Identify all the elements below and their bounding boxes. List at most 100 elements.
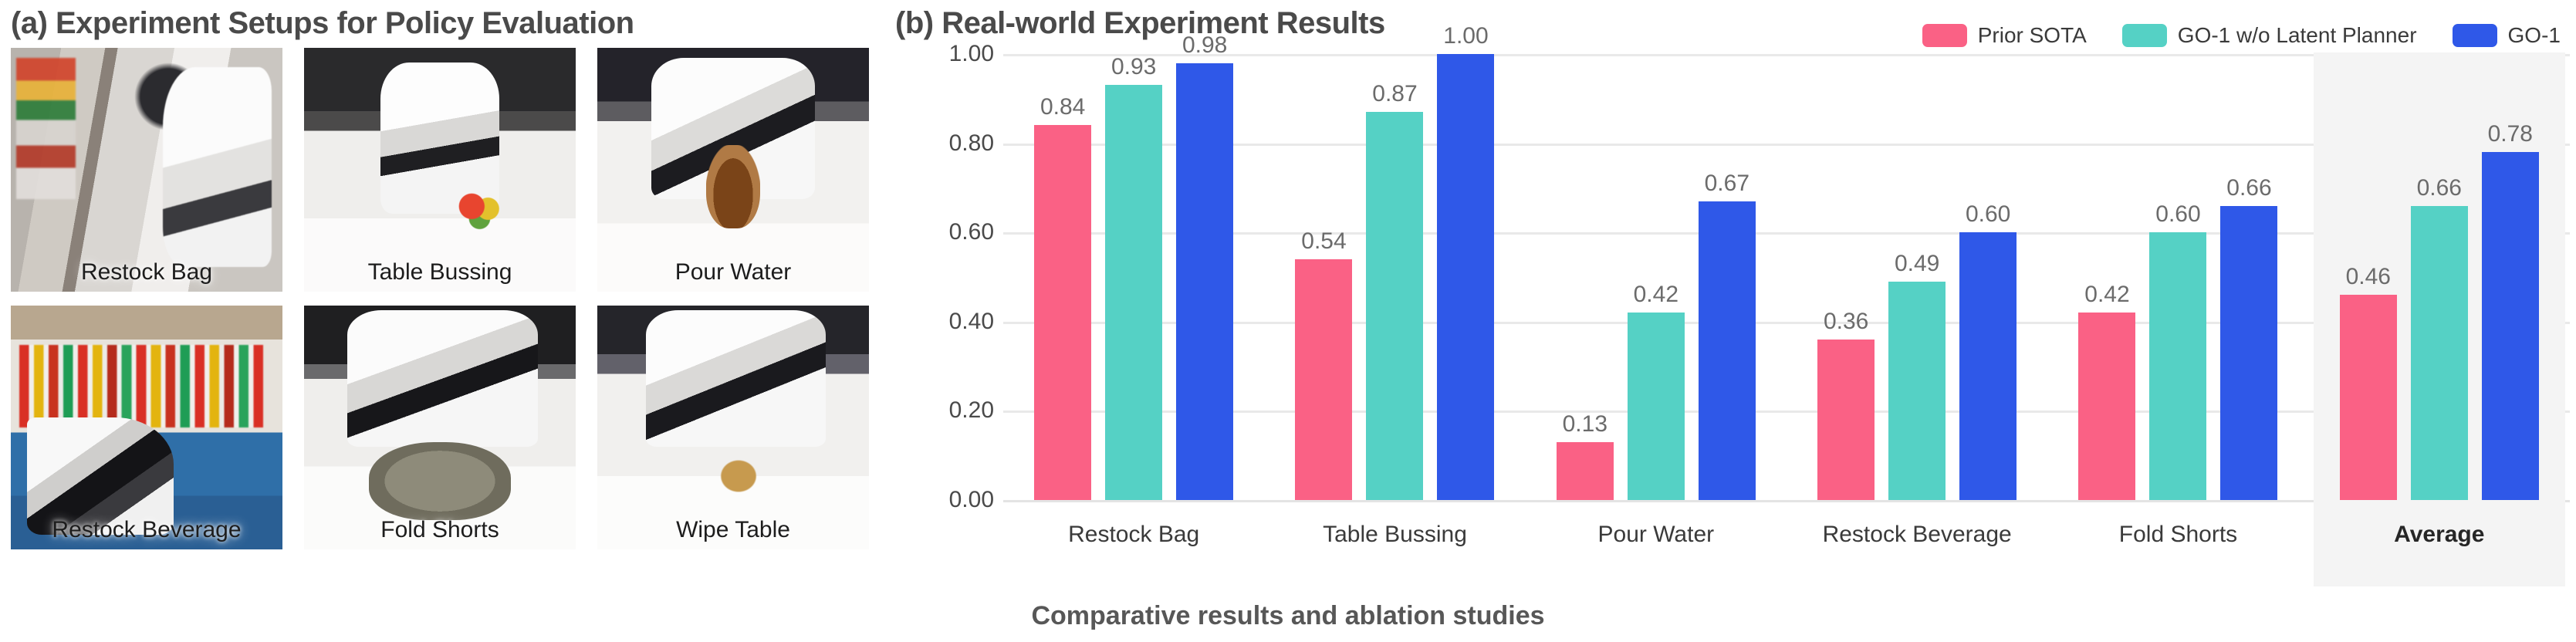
bar-prior-sota[interactable] xyxy=(1556,441,1614,500)
bar-wrap: 0.60 xyxy=(1959,54,2017,500)
bar-go-1-w-o-latent-planner[interactable] xyxy=(1105,85,1163,500)
x-axis-category-label: Average xyxy=(2394,522,2485,547)
bar-prior-sota[interactable] xyxy=(1817,339,1875,500)
panel-a-title: (a) Experiment Setups for Policy Evaluat… xyxy=(11,6,634,40)
y-axis-tick-label: 0.80 xyxy=(948,130,994,156)
photo-card-restock-beverage: Restock Beverage xyxy=(11,306,282,549)
bar-prior-sota[interactable] xyxy=(2078,313,2136,500)
y-axis-tick-label: 0.40 xyxy=(948,308,994,334)
bar-go-1[interactable] xyxy=(2220,205,2278,500)
bar-value-label: 0.66 xyxy=(2226,174,2272,201)
photo-caption: Table Bussing xyxy=(367,259,512,285)
x-axis-category-label: Restock Bag xyxy=(1068,522,1200,547)
legend-item-2[interactable]: GO-1 xyxy=(2452,23,2561,48)
bar-value-label: 0.49 xyxy=(1894,250,1940,276)
bar-value-label: 0.42 xyxy=(1633,282,1679,308)
bar-wrap: 1.00 xyxy=(1437,23,1495,500)
robot-photo-fold-shorts-icon xyxy=(304,306,576,549)
bar-wrap: 0.66 xyxy=(2220,54,2278,500)
photo-caption: Fold Shorts xyxy=(380,517,499,542)
bar-value-label: 0.78 xyxy=(2487,121,2533,147)
bar-wrap: 0.13 xyxy=(1556,54,1614,500)
photo-card-restock-bag: Restock Bag xyxy=(11,48,282,292)
bar-go-1-w-o-latent-planner[interactable] xyxy=(2410,205,2468,500)
bar-go-1-w-o-latent-planner[interactable] xyxy=(1627,313,1685,500)
bar-go-1[interactable] xyxy=(1176,63,1234,500)
bar-wrap: 0.78 xyxy=(2481,54,2539,500)
bar-group-restock-bag: 0.84 0.93 0.98 Restock Bag xyxy=(1003,32,1264,547)
bar-chart: 0.00 0.20 0.40 0.60 0.80 1.00 0.84 0.93 0.98 Res… xyxy=(880,23,2576,586)
bar-value-label: 0.98 xyxy=(1182,32,1228,58)
bar-prior-sota[interactable] xyxy=(1295,258,1353,500)
photo-caption: Pour Water xyxy=(674,259,792,285)
bar-wrap: 0.36 xyxy=(1817,54,1875,500)
bar-prior-sota[interactable] xyxy=(1034,125,1092,500)
robot-photo-restock-bag-icon xyxy=(11,48,282,292)
photo-caption: Restock Bag xyxy=(80,259,213,285)
bar-wrap: 0.98 xyxy=(1176,32,1234,500)
bar-value-label: 0.46 xyxy=(2345,264,2391,290)
legend-item-0[interactable]: Prior SOTA xyxy=(1922,23,2087,48)
robot-photo-table-bussing-icon xyxy=(304,48,576,292)
bar-value-label: 0.42 xyxy=(2084,282,2130,308)
bar-value-label: 0.66 xyxy=(2416,174,2462,201)
bar-value-label: 0.84 xyxy=(1040,94,1086,120)
gridline xyxy=(1003,54,2570,56)
bar-wrap: 0.93 xyxy=(1105,54,1163,500)
x-axis-category-label: Pour Water xyxy=(1597,522,1715,547)
robot-photo-restock-beverage-icon xyxy=(11,306,282,549)
legend-swatch-icon xyxy=(1922,24,1967,47)
photo-caption: Wipe Table xyxy=(676,517,790,542)
figure-caption: Comparative results and ablation studies xyxy=(1031,601,1545,630)
bar-wrap: 0.67 xyxy=(1698,54,1756,500)
bar-value-label: 0.60 xyxy=(1965,201,2011,228)
bar-value-label: 0.93 xyxy=(1111,54,1157,80)
legend-label: GO-1 w/o Latent Planner xyxy=(2177,23,2417,47)
bar-go-1[interactable] xyxy=(1959,232,2017,500)
x-axis-category-label: Table Bussing xyxy=(1323,522,1467,547)
bar-groups: 0.84 0.93 0.98 Restock Bag 0.54 0.87 1.00 Table… xyxy=(1003,23,2570,586)
photo-card-fold-shorts: Fold Shorts xyxy=(304,306,576,549)
chart-legend: Prior SOTA GO-1 w/o Latent Planner GO-1 xyxy=(1922,23,2561,48)
x-axis-category-label: Restock Beverage xyxy=(1822,522,2012,547)
y-axis-tick-label: 0.20 xyxy=(948,397,994,424)
bar-group-average: 0.46 0.66 0.78 Average xyxy=(2309,52,2570,586)
plot-area: 0.00 0.20 0.40 0.60 0.80 1.00 0.84 0.93 0.98 Res… xyxy=(949,23,2570,586)
bar-wrap: 0.49 xyxy=(1888,54,1946,500)
bar-go-1[interactable] xyxy=(2481,152,2539,500)
bar-value-label: 0.60 xyxy=(2155,201,2201,228)
gridline xyxy=(1003,411,2570,414)
bar-group-pour-water: 0.13 0.42 0.67 Pour Water xyxy=(1526,54,1787,547)
panel-b-real-world-results: (b) Real-world Experiment Results Prior … xyxy=(880,0,2576,642)
bar-wrap: 0.46 xyxy=(2339,54,2397,500)
bar-group-fold-shorts: 0.42 0.60 0.66 Fold Shorts xyxy=(2047,54,2308,547)
bar-go-1-w-o-latent-planner[interactable] xyxy=(1366,112,1424,500)
bar-group-table-bussing: 0.54 0.87 1.00 Table Bussing xyxy=(1264,23,1525,547)
bar-prior-sota[interactable] xyxy=(2339,295,2397,500)
y-axis-tick-label: 0.00 xyxy=(948,487,994,512)
bar-value-label: 1.00 xyxy=(1443,23,1489,49)
gridline xyxy=(1003,143,2570,146)
bar-value-label: 0.13 xyxy=(1562,411,1608,437)
bar-go-1-w-o-latent-planner[interactable] xyxy=(1888,281,1946,500)
bar-wrap: 0.87 xyxy=(1366,54,1424,500)
bar-wrap: 0.54 xyxy=(1295,54,1353,500)
legend-item-1[interactable]: GO-1 w/o Latent Planner xyxy=(2121,23,2417,48)
bar-value-label: 0.87 xyxy=(1372,81,1418,107)
panel-a-experiment-setups: (a) Experiment Setups for Policy Evaluat… xyxy=(0,0,880,642)
legend-swatch-icon xyxy=(2121,24,2167,47)
bar-value-label: 0.67 xyxy=(1704,170,1750,196)
bar-go-1[interactable] xyxy=(1437,54,1495,500)
x-axis-category-label: Fold Shorts xyxy=(2118,522,2238,547)
gridline xyxy=(1003,232,2570,235)
bar-wrap: 0.42 xyxy=(2078,54,2136,500)
bar-group-restock-beverage: 0.36 0.49 0.60 Restock Beverage xyxy=(1787,54,2047,547)
gridline xyxy=(1003,321,2570,324)
panel-b-title: (b) Real-world Experiment Results xyxy=(895,6,1385,40)
robot-photo-pour-water-icon xyxy=(597,48,869,292)
legend-label: GO-1 xyxy=(2507,23,2561,47)
bar-go-1[interactable] xyxy=(1698,201,1756,500)
bar-go-1-w-o-latent-planner[interactable] xyxy=(2149,232,2207,500)
photo-card-table-bussing: Table Bussing xyxy=(304,48,576,292)
